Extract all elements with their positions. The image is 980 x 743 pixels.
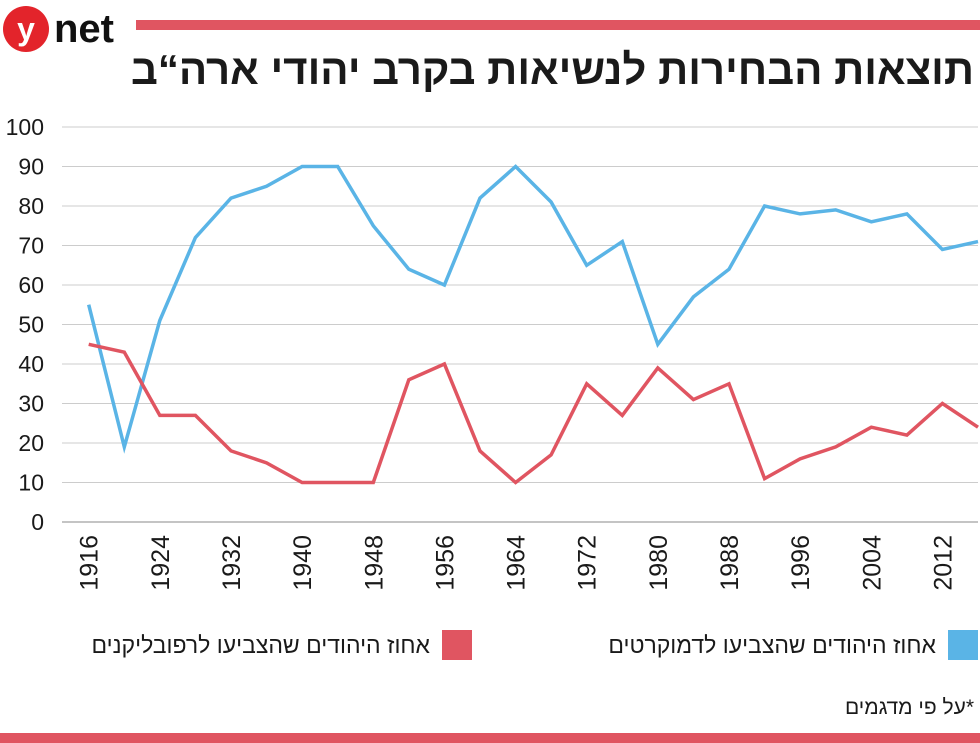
- top-accent-rule: [136, 20, 980, 30]
- legend-swatch-democrats: [948, 630, 978, 660]
- x-tick-label: 1972: [574, 535, 602, 591]
- x-tick-label: 1924: [147, 535, 175, 591]
- bottom-accent-rule: [0, 733, 980, 743]
- x-tick-label: 1964: [503, 535, 531, 591]
- x-tick-label: 2012: [929, 535, 957, 591]
- x-tick-label: 1956: [431, 535, 459, 591]
- legend-swatch-republicans: [442, 630, 472, 660]
- series-line-republicans: [88, 342, 979, 485]
- y-tick-label: 50: [18, 312, 44, 338]
- x-tick-label: 1916: [76, 535, 104, 591]
- legend-label-democrats: אחוז היהודים שהצביעו לדמוקרטים: [608, 631, 936, 658]
- y-tick-label: 0: [31, 509, 44, 535]
- x-tick-label: 2004: [858, 535, 886, 591]
- x-axis-ticks: 1916 1924 1932 1940 1948 1956 1964 1972 1980 1988…: [76, 535, 958, 591]
- logo-text: net: [54, 7, 114, 51]
- x-tick-label: 1996: [787, 535, 815, 591]
- y-tick-label: 20: [18, 430, 44, 456]
- y-axis-ticks: 0 10 20 30 40 50 60 70 80 90 100: [6, 114, 44, 535]
- y-tick-label: 100: [6, 114, 44, 140]
- x-tick-label: 1988: [716, 535, 744, 591]
- y-tick-label: 90: [18, 154, 44, 180]
- legend-label-republicans: אחוז היהודים שהצביעו לרפובליקנים: [91, 631, 430, 658]
- legend-item-democrats: אחוז היהודים שהצביעו לדמוקרטים: [608, 630, 978, 660]
- x-tick-label: 1980: [645, 535, 673, 591]
- chart-title: תוצאות הבחירות לנשיאות בקרב יהודי ארה“ב: [130, 46, 974, 93]
- footnote: *על פי מדגמים: [844, 696, 974, 719]
- legend-item-republicans: אחוז היהודים שהצביעו לרפובליקנים: [91, 630, 472, 660]
- y-tick-label: 60: [18, 272, 44, 298]
- x-tick-label: 1940: [289, 535, 317, 591]
- y-tick-label: 70: [18, 233, 44, 259]
- x-tick-label: 1932: [218, 535, 246, 591]
- x-tick-label: 1948: [360, 535, 388, 591]
- y-tick-label: 40: [18, 351, 44, 377]
- y-tick-label: 80: [18, 193, 44, 219]
- y-tick-label: 10: [18, 470, 44, 496]
- series-line-democrats: [87, 164, 979, 454]
- y-tick-label: 30: [18, 391, 44, 417]
- logo-letter: y: [17, 11, 35, 47]
- series-lines: [87, 164, 979, 485]
- grid-lines: [62, 126, 978, 523]
- ynet-logo: y net: [3, 6, 114, 52]
